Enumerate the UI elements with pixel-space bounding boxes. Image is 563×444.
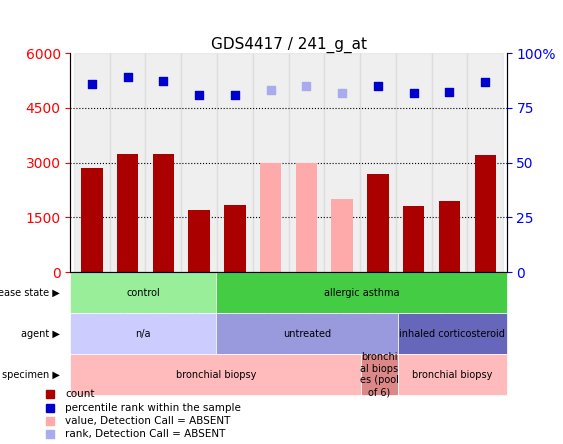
- FancyBboxPatch shape: [397, 313, 507, 354]
- Point: [266, 86, 275, 93]
- Bar: [403, 206, 425, 272]
- Text: value, Detection Call = ABSENT: value, Detection Call = ABSENT: [65, 416, 231, 426]
- Bar: [153, 154, 174, 272]
- Bar: [432, 53, 467, 272]
- FancyBboxPatch shape: [70, 272, 216, 313]
- Bar: [260, 163, 282, 272]
- Bar: [367, 174, 388, 272]
- Point: [409, 90, 418, 97]
- Point: [302, 83, 311, 90]
- Point: [481, 79, 490, 86]
- Text: n/a: n/a: [135, 329, 151, 339]
- Text: inhaled corticosteroid: inhaled corticosteroid: [399, 329, 505, 339]
- Bar: [439, 201, 460, 272]
- Text: bronchial biopsy: bronchial biopsy: [176, 370, 256, 380]
- Bar: [189, 210, 210, 272]
- Point: [195, 91, 204, 99]
- Bar: [110, 53, 145, 272]
- Text: percentile rank within the sample: percentile rank within the sample: [65, 403, 241, 412]
- Bar: [224, 205, 245, 272]
- Point: [123, 73, 132, 80]
- Bar: [74, 53, 110, 272]
- Text: bronchial biopsy: bronchial biopsy: [412, 370, 493, 380]
- FancyBboxPatch shape: [216, 313, 397, 354]
- Bar: [467, 53, 503, 272]
- Text: control: control: [126, 288, 160, 297]
- Point: [373, 83, 382, 90]
- Text: specimen ▶: specimen ▶: [2, 370, 60, 380]
- FancyBboxPatch shape: [397, 354, 507, 395]
- Bar: [81, 168, 102, 272]
- Point: [159, 77, 168, 84]
- Point: [230, 91, 239, 99]
- Text: untreated: untreated: [283, 329, 331, 339]
- Bar: [117, 154, 138, 272]
- Bar: [181, 53, 217, 272]
- Title: GDS4417 / 241_g_at: GDS4417 / 241_g_at: [211, 37, 367, 53]
- Bar: [289, 53, 324, 272]
- Bar: [324, 53, 360, 272]
- Text: disease state ▶: disease state ▶: [0, 288, 60, 297]
- FancyBboxPatch shape: [361, 354, 397, 395]
- Text: allergic asthma: allergic asthma: [324, 288, 399, 297]
- Bar: [396, 53, 432, 272]
- Point: [445, 88, 454, 95]
- Text: agent ▶: agent ▶: [21, 329, 60, 339]
- Point: [87, 81, 96, 88]
- Bar: [475, 155, 496, 272]
- Text: count: count: [65, 389, 95, 399]
- FancyBboxPatch shape: [70, 313, 216, 354]
- Bar: [145, 53, 181, 272]
- Bar: [253, 53, 289, 272]
- FancyBboxPatch shape: [70, 354, 361, 395]
- Bar: [217, 53, 253, 272]
- Bar: [332, 199, 353, 272]
- Text: bronchi
al biops
es (pool
of 6): bronchi al biops es (pool of 6): [360, 352, 399, 397]
- Bar: [360, 53, 396, 272]
- Text: rank, Detection Call = ABSENT: rank, Detection Call = ABSENT: [65, 429, 226, 439]
- Point: [338, 90, 347, 97]
- Bar: [296, 163, 317, 272]
- FancyBboxPatch shape: [216, 272, 507, 313]
